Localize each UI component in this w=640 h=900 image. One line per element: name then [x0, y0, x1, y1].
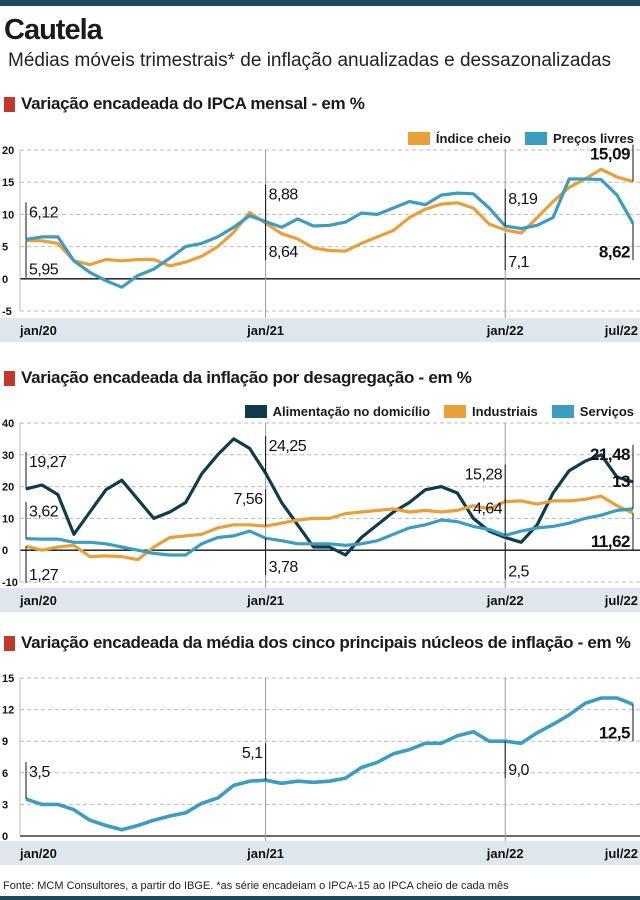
data-label: 8,62	[599, 242, 630, 261]
series-line-series	[25, 696, 634, 832]
x-tick-label: jan/22	[486, 846, 524, 861]
data-label: 7,1	[508, 254, 529, 271]
y-tick-label: 0	[2, 831, 8, 843]
y-tick-label: -10	[2, 577, 18, 589]
y-tick-label: 20	[2, 482, 14, 494]
data-label: 13	[612, 472, 630, 491]
data-label: 15,28	[465, 467, 503, 484]
data-label: 7,56	[233, 491, 263, 508]
bottom-rule	[0, 896, 640, 900]
data-label: 3,62	[29, 504, 59, 521]
data-label: 3,5	[29, 764, 50, 781]
x-tick-label: jan/20	[19, 593, 57, 608]
x-tick-label: jan/21	[246, 593, 284, 608]
top-rule	[0, 0, 640, 6]
x-tick-label: jan/21	[246, 323, 284, 338]
y-tick-label: 40	[2, 418, 14, 430]
chart-2-title: Variação encadeada da inflação por desag…	[4, 368, 472, 388]
legend-swatch-alimentacao	[244, 405, 267, 418]
data-label: 11,62	[591, 532, 630, 551]
section-marker	[4, 96, 15, 112]
page-title: Cautela	[4, 14, 103, 46]
data-label: 8,88	[269, 187, 299, 204]
data-label: 2,5	[508, 563, 529, 580]
data-label: 6,12	[29, 204, 59, 221]
legend-label: Industriais	[472, 404, 538, 419]
series-line-servi-os	[25, 507, 634, 557]
y-tick-label: -5	[2, 306, 12, 318]
series-line-pre-os-livres	[25, 177, 635, 289]
x-tick-label: jul/22	[604, 846, 638, 861]
series-line-industriais	[25, 494, 634, 562]
data-label: 19,27	[29, 454, 67, 471]
y-tick-label: 5	[2, 242, 8, 254]
legend-swatch-precos-livres	[525, 132, 548, 145]
y-tick-label: 10	[2, 513, 14, 525]
legend-label: Índice cheio	[435, 131, 512, 146]
y-tick-label: 15	[2, 673, 14, 685]
y-tick-label: 12	[2, 705, 14, 717]
chart-2-legend: Alimentação no domicílio Industriais Ser…	[231, 404, 634, 419]
data-label: 1,27	[29, 567, 59, 584]
x-tick-label: jul/22	[604, 593, 638, 608]
legend-label: Preços livres	[553, 131, 634, 146]
y-tick-label: 30	[2, 450, 14, 462]
x-tick-label: jan/22	[486, 593, 524, 608]
chart-3-title-text: Variação encadeada da média dos cinco pr…	[21, 633, 631, 652]
x-tick-label: jan/22	[486, 323, 524, 338]
x-tick-label: jan/20	[19, 846, 57, 861]
x-tick-label: jan/21	[246, 846, 284, 861]
data-label: 3,78	[269, 559, 299, 576]
data-label: 24,25	[269, 438, 307, 455]
legend-label: Serviços	[579, 404, 634, 419]
y-tick-label: 6	[2, 768, 8, 780]
y-tick-label: 0	[2, 545, 8, 557]
legend-swatch-servicos	[551, 405, 574, 418]
data-label: 8,64	[269, 244, 299, 261]
y-tick-label: 3	[2, 799, 8, 811]
series-line-alimenta-o-no-domic-lio	[25, 437, 634, 557]
data-label: 12,5	[599, 723, 630, 742]
legend-swatch-indice-cheio	[407, 132, 430, 145]
data-label: 5,95	[29, 261, 59, 278]
chart-1-title: Variação encadeada do IPCA mensal - em %	[4, 94, 365, 114]
chart-1-legend: Índice cheio Preços livres	[394, 131, 634, 146]
data-label: 21,48	[590, 445, 630, 464]
chart-2-title-text: Variação encadeada da inflação por desag…	[21, 368, 472, 387]
series-line--ndice-cheio	[25, 167, 634, 268]
x-axis-band	[0, 588, 640, 612]
y-tick-label: 9	[2, 736, 8, 748]
data-label: 8,19	[508, 191, 538, 208]
legend-swatch-industriais	[444, 405, 467, 418]
x-tick-label: jul/22	[604, 323, 638, 338]
data-label: 15,09	[590, 145, 630, 164]
x-axis-band	[0, 318, 640, 342]
y-tick-label: 20	[2, 145, 14, 157]
x-tick-label: jan/20	[19, 323, 57, 338]
data-label: 4,64	[473, 500, 503, 517]
data-label: 9,0	[508, 762, 529, 779]
y-tick-label: 0	[2, 274, 8, 286]
chart-3-title: Variação encadeada da média dos cinco pr…	[4, 633, 631, 653]
page-subtitle: Médias móveis trimestrais* de inflação a…	[8, 50, 612, 71]
section-marker	[4, 370, 15, 386]
section-marker	[4, 635, 15, 651]
source-note: Fonte: MCM Consultores, a partir do IBGE…	[3, 880, 509, 892]
legend-label: Alimentação no domicílio	[272, 404, 431, 419]
data-label: 5,1	[242, 745, 263, 762]
y-tick-label: 10	[2, 209, 14, 221]
chart-1-title-text: Variação encadeada do IPCA mensal - em %	[21, 94, 365, 113]
y-tick-label: 15	[2, 177, 14, 189]
x-axis-band	[0, 841, 640, 865]
